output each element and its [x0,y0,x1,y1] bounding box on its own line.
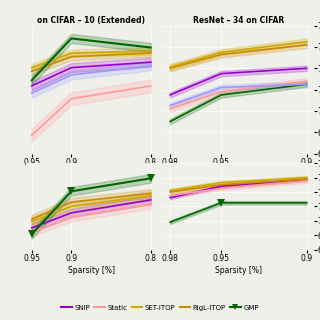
Title: ResNet – 34 on CIFAR: ResNet – 34 on CIFAR [193,16,284,25]
Legend: SNIP, Static, SET-ITOP, RigL-ITOP, GMP: SNIP, Static, SET-ITOP, RigL-ITOP, GMP [59,302,261,313]
X-axis label: Sparsity [%]: Sparsity [%] [68,266,115,275]
X-axis label: Sparsity [%]: Sparsity [%] [215,266,262,275]
Title: on CIFAR – 10 (Extended): on CIFAR – 10 (Extended) [37,16,145,25]
